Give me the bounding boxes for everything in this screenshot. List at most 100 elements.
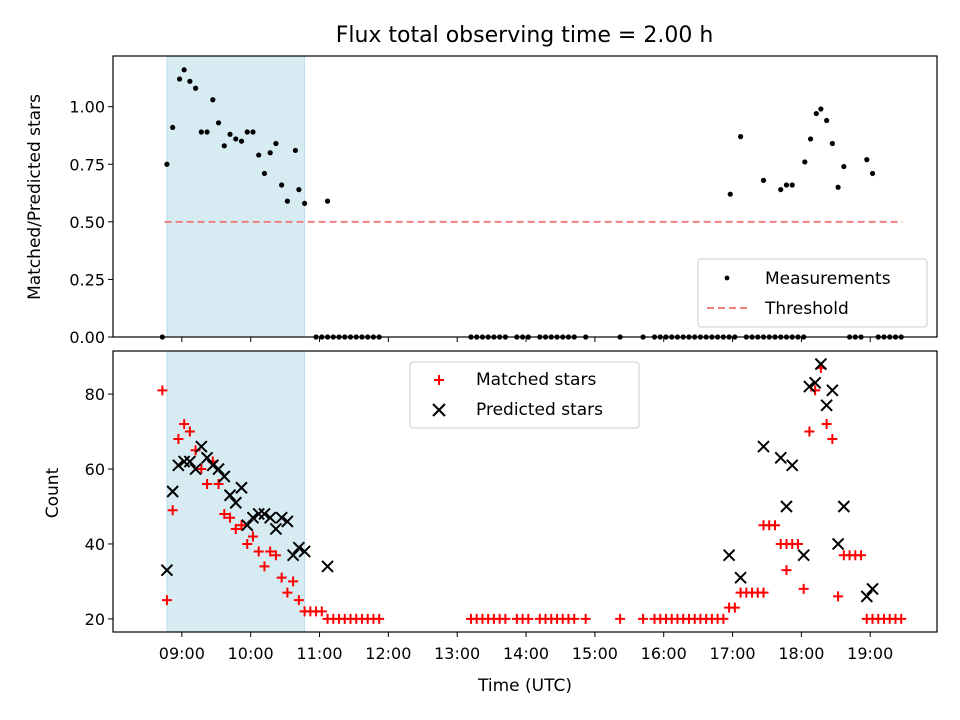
- predicted-star-marker: [281, 515, 294, 528]
- predicted-star-marker: [177, 455, 191, 468]
- matched-star-marker: [781, 565, 792, 576]
- measurement-point: [261, 170, 268, 177]
- measurement-point: [807, 136, 814, 142]
- measurement-point: [250, 129, 256, 135]
- predicted-star-marker: [826, 384, 839, 397]
- measurement-point: [292, 147, 299, 154]
- measurement-point: [835, 184, 841, 190]
- matched-star-marker: [179, 419, 190, 430]
- bottom-xtick-label: 09:00: [159, 644, 205, 663]
- measurement-point: [778, 186, 784, 193]
- bottom-xtick-label: 11:00: [296, 644, 342, 663]
- matched-star-marker: [374, 613, 385, 624]
- legend-measurements-label: Measurements: [765, 269, 891, 289]
- matched-star-marker: [792, 538, 803, 549]
- matched-star-marker: [173, 434, 184, 445]
- measurement-point: [802, 159, 808, 165]
- predicted-star-marker: [298, 545, 311, 558]
- observing-window-shade: [166, 55, 306, 338]
- predicted-star-marker: [797, 548, 810, 562]
- matched-star-marker: [242, 538, 253, 549]
- legend-matched-marker: [434, 375, 444, 385]
- matched-star-marker: [316, 606, 327, 617]
- matched-star-marker: [219, 508, 230, 519]
- measurement-point: [256, 152, 262, 158]
- matched-star-marker: [236, 520, 247, 531]
- bottom-ytick-label: 40: [85, 535, 105, 554]
- predicted-star-marker: [252, 507, 265, 521]
- matched-star-marker: [253, 546, 264, 557]
- predicted-star-marker: [866, 582, 879, 596]
- measurement-point: [737, 134, 744, 140]
- matched-star-marker: [856, 550, 867, 561]
- predicted-star-marker: [160, 563, 174, 577]
- measurement-point: [727, 191, 733, 197]
- predicted-star-marker: [229, 496, 242, 509]
- predicted-star-marker: [235, 481, 248, 494]
- measurement-point: [829, 140, 835, 147]
- matched-star-marker: [638, 613, 649, 624]
- top-axes-frame: [112, 55, 938, 338]
- measurement-point: [164, 161, 170, 167]
- matched-star-marker: [769, 520, 780, 531]
- top-legend[interactable]: Measurements Threshold: [697, 258, 928, 328]
- predicted-star-marker: [223, 489, 237, 502]
- predicted-star-marker: [189, 462, 202, 476]
- predicted-star-marker: [241, 519, 254, 532]
- top-shaded-interval: [166, 55, 306, 338]
- top-ytick-label: 0.75: [69, 155, 105, 174]
- measurement-point: [170, 124, 176, 131]
- matched-star-marker: [202, 479, 213, 490]
- bottom-legend[interactable]: Matched stars Predicted stars: [409, 361, 640, 429]
- measurement-point: [284, 198, 290, 204]
- predicted-star-marker: [780, 500, 793, 513]
- bottom-xtick-label: 14:00: [503, 644, 549, 663]
- bottom-shaded-interval: [166, 350, 306, 633]
- top-ylabel: Matched/Predicted stars: [25, 94, 45, 300]
- predicted-star-marker: [808, 376, 822, 390]
- predicted-star-marker: [757, 440, 770, 453]
- measurement-point: [324, 198, 331, 204]
- predicted-star-marker: [200, 451, 214, 464]
- predicted-star-marker: [246, 511, 260, 524]
- predicted-star-marker: [212, 462, 225, 476]
- bottom-xtick-label: 19:00: [847, 644, 893, 663]
- top-axes: 0.00 0.25 0.50 0.75 1.00: [69, 98, 871, 347]
- top-panel: Flux total observing time = 2.00 h 0.000…: [25, 23, 938, 347]
- predicted-stars-points: [160, 357, 879, 603]
- predicted-star-marker: [218, 470, 231, 483]
- legend-predicted-label: Predicted stars: [476, 400, 603, 420]
- top-ytick-label: 0.50: [69, 213, 105, 232]
- measurement-point: [198, 129, 204, 135]
- measurement-point: [302, 200, 308, 207]
- measurement-point: [244, 129, 250, 135]
- bottom-ytick-label: 20: [85, 610, 105, 629]
- legend-predicted-marker: [432, 403, 446, 417]
- matched-star-marker: [157, 385, 168, 396]
- bottom-xtick-label: 15:00: [572, 644, 618, 663]
- matched-star-marker: [500, 613, 511, 624]
- matched-star-marker: [798, 583, 809, 594]
- predicted-star-marker: [275, 511, 288, 524]
- matched-star-marker: [804, 426, 815, 437]
- predicted-star-marker: [263, 511, 277, 524]
- measurement-point: [215, 120, 222, 126]
- matched-star-marker: [161, 595, 172, 606]
- predicted-star-marker: [837, 500, 851, 513]
- measurement-point: [760, 177, 767, 183]
- bottom-xtick-label: 13:00: [434, 644, 480, 663]
- predicted-star-marker: [734, 571, 747, 584]
- matched-star-marker: [213, 479, 224, 490]
- matched-star-marker: [276, 572, 287, 583]
- predicted-star-marker: [814, 357, 828, 371]
- bottom-xtick-label: 10:00: [228, 644, 274, 663]
- predicted-star-marker: [774, 451, 787, 464]
- bottom-xtick-label: 16:00: [641, 644, 687, 663]
- legend-matched-label: Matched stars: [476, 370, 596, 390]
- predicted-star-marker: [183, 455, 197, 468]
- predicted-star-marker: [860, 590, 873, 603]
- matched-star-marker: [230, 523, 241, 534]
- matched-star-marker: [569, 613, 580, 624]
- bottom-ytick-label: 60: [85, 460, 105, 479]
- matched-star-marker: [718, 613, 729, 624]
